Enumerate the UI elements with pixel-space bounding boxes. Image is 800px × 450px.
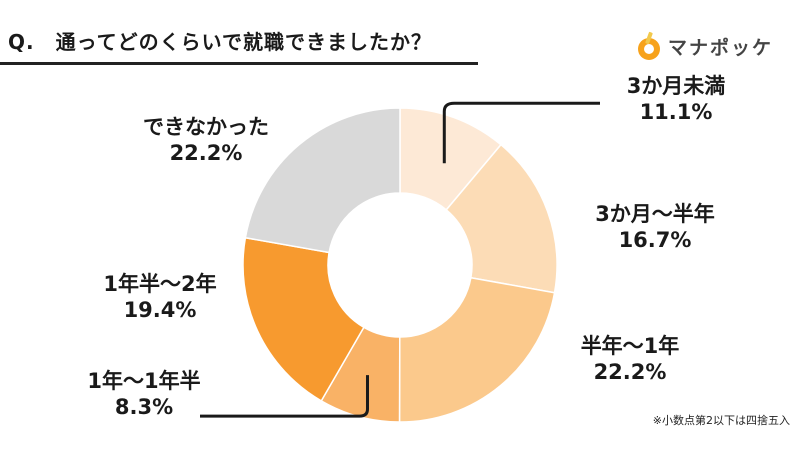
slice-5 (244, 107, 401, 254)
slice-value: 8.3% (114, 395, 174, 419)
slice-label: 3か月未満 (626, 74, 726, 98)
slice-value: 22.2% (169, 141, 243, 165)
label-1.5year-2year: 1年半〜2年 19.4% (60, 271, 260, 323)
slice-4 (242, 236, 365, 402)
pencil-circle-icon (638, 31, 660, 60)
leader-line-1year-1.5year (200, 375, 369, 418)
slice-1 (445, 143, 558, 294)
slice-value: 19.4% (123, 298, 197, 322)
slice-value: 22.2% (593, 360, 667, 384)
chart-slices (242, 107, 558, 423)
brand-logo: マナポッケ (636, 30, 773, 62)
leader-lines (200, 101, 600, 418)
slice-label: 3か月〜半年 (595, 202, 715, 226)
slice-label: 1年〜1年半 (87, 369, 201, 393)
label-3months-halfyear: 3か月〜半年 16.7% (555, 201, 755, 253)
label-3months-under: 3か月未満 11.1% (586, 73, 766, 125)
leader-line-3months-under (442, 101, 600, 164)
slice-label: 半年〜1年 (580, 334, 680, 358)
title-underline (0, 62, 478, 65)
question-title: Q. 通ってどのくらいで就職できましたか？ (8, 30, 432, 54)
slice-value: 16.7% (618, 228, 692, 252)
logo-text: マナポッケ (668, 36, 774, 59)
slice-label: 1年半〜2年 (103, 272, 217, 296)
slice-value: 11.1% (639, 100, 713, 124)
label-could-not: できなかった 22.2% (96, 114, 316, 166)
rounding-note: ※小数点第2以下は四捨五入 (652, 414, 790, 427)
label-halfyear-1year: 半年〜1年 22.2% (535, 333, 725, 385)
slice-2 (398, 276, 556, 423)
slice-label: できなかった (143, 115, 269, 139)
label-1year-1.5year: 1年〜1年半 8.3% (44, 368, 244, 420)
